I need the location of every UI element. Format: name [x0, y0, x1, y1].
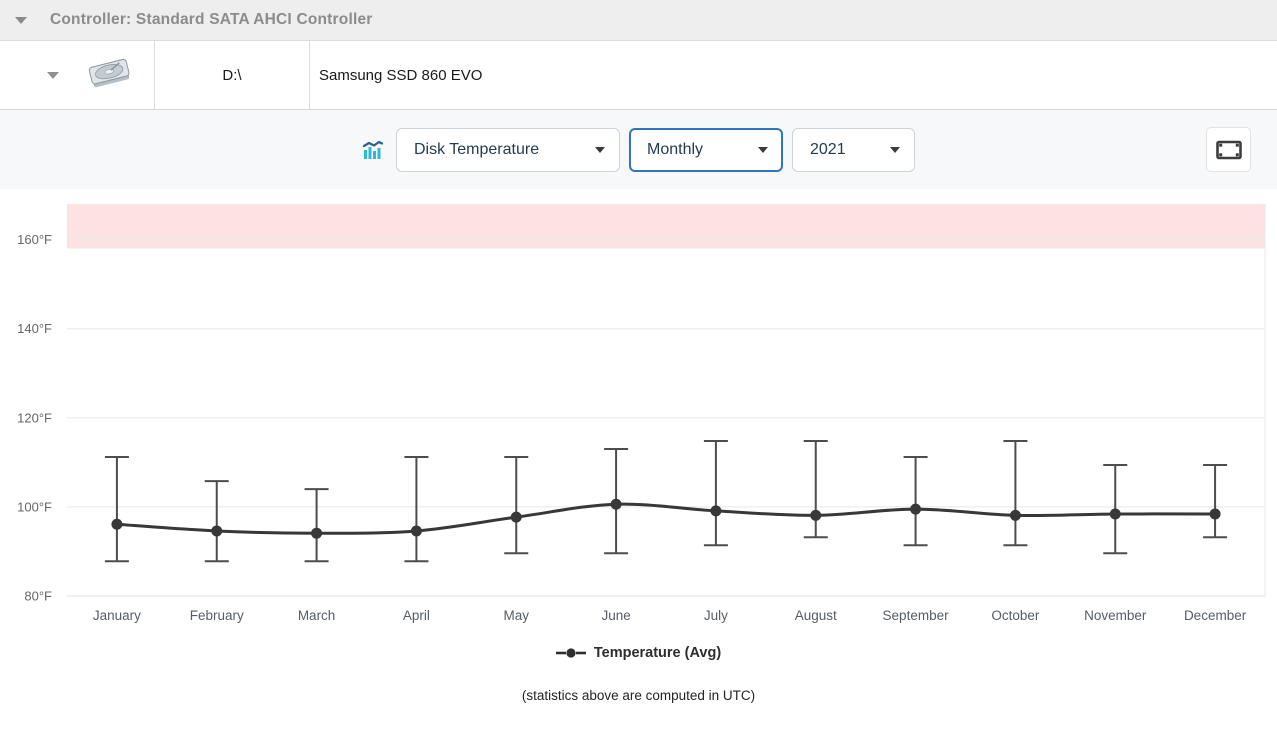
x-tick-label: December [1184, 608, 1247, 623]
x-tick-label: October [991, 608, 1040, 623]
x-tick-label: September [883, 608, 950, 623]
disk-row-main-cell [0, 41, 155, 109]
avg-temperature-line [116, 502, 1216, 535]
y-tick-label: 100°F [17, 499, 52, 514]
x-tick-label: March [298, 608, 336, 623]
data-point[interactable] [910, 503, 922, 515]
disk-model-cell: Samsung SSD 860 EVO [310, 41, 1277, 109]
x-tick-label: April [403, 608, 430, 623]
disk-model: Samsung SSD 860 EVO [319, 66, 483, 84]
drive-letter: D:\ [222, 66, 242, 84]
chevron-down-icon[interactable] [15, 16, 27, 24]
x-tick-label: August [795, 608, 837, 623]
disk-row[interactable]: D:\ Samsung SSD 860 EVO [0, 41, 1277, 110]
x-tick-label: February [190, 608, 244, 623]
data-point[interactable] [710, 505, 722, 517]
chart-type-select[interactable]: Disk Temperature [396, 127, 620, 172]
x-tick-label: May [503, 608, 529, 623]
line-dot-marker-icon [555, 648, 586, 658]
controller-title: Controller: Standard SATA AHCI Controlle… [50, 11, 373, 28]
y-tick-label: 140°F [17, 321, 52, 336]
utc-note: (statistics above are computed in UTC) [521, 688, 756, 703]
chart-canvas: 80°F 100°F 120°F 140°F 160°F January February M… [17, 204, 1266, 623]
chart-type-select-value: Disk Temperature [414, 140, 540, 158]
data-point[interactable] [1009, 509, 1021, 521]
data-point[interactable] [1109, 508, 1121, 520]
period-select-value: Monthly [647, 140, 704, 158]
data-point[interactable] [410, 525, 422, 537]
data-point[interactable] [211, 525, 223, 537]
year-select[interactable]: 2021 [792, 127, 915, 172]
data-point[interactable] [610, 498, 622, 510]
chevron-down-icon[interactable] [47, 71, 59, 79]
data-point[interactable] [311, 527, 323, 539]
x-tick-label: November [1084, 608, 1147, 623]
x-tick-label: July [704, 608, 728, 623]
chevron-down-icon [890, 146, 900, 153]
data-point[interactable] [1209, 508, 1221, 520]
fullscreen-button[interactable] [1206, 127, 1251, 172]
data-point[interactable] [111, 518, 123, 530]
x-tick-label: January [93, 608, 141, 623]
temperature-chart: 80°F 100°F 120°F 140°F 160°F January February M… [0, 189, 1277, 703]
chevron-down-icon [758, 146, 768, 153]
y-tick-label: 120°F [17, 410, 52, 425]
data-point[interactable] [510, 511, 522, 523]
year-select-value: 2021 [810, 140, 846, 158]
controller-header: Controller: Standard SATA AHCI Controlle… [0, 0, 1277, 41]
legend-label: Temperature (Avg) [593, 645, 722, 661]
chevron-down-icon [595, 146, 605, 153]
drive-letter-cell: D:\ [155, 41, 310, 109]
warning-band [67, 204, 1265, 249]
data-point[interactable] [810, 509, 822, 521]
x-tick-label: June [601, 608, 630, 623]
hard-disk-icon [88, 58, 130, 88]
stats-chart-icon [362, 139, 384, 161]
y-tick-label: 80°F [24, 589, 52, 604]
fullscreen-icon [1215, 140, 1242, 159]
period-select[interactable]: Monthly [629, 127, 783, 172]
legend-item[interactable]: Temperature (Avg) [0, 645, 1277, 661]
y-tick-label: 160°F [17, 232, 52, 247]
chart-toolbar: Disk Temperature Monthly 2021 [0, 110, 1277, 189]
